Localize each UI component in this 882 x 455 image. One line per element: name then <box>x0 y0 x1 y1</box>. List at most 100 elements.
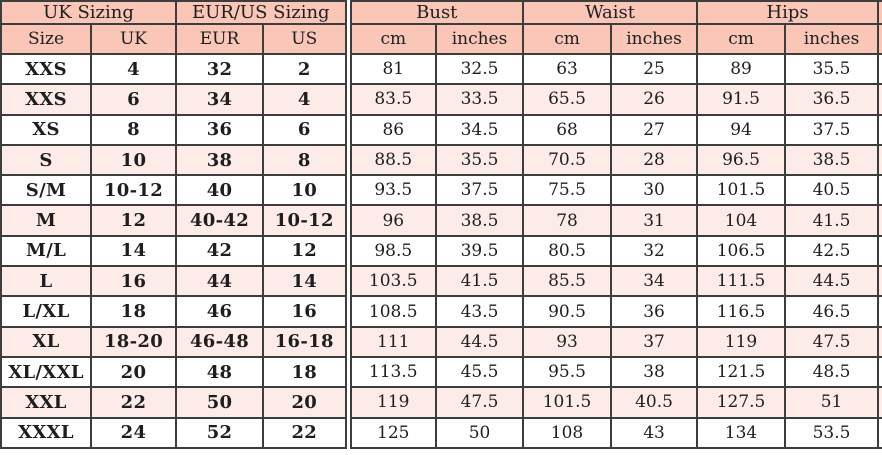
measurement-cell: 40.5 <box>784 174 880 207</box>
sub-header-cell: US <box>262 23 350 55</box>
measurement-cell: 38.5 <box>784 143 880 177</box>
measurement-cell: 93.5 <box>344 174 438 207</box>
measurement-cell: 38 <box>610 355 699 389</box>
measurement-cell: 36.5 <box>784 83 880 116</box>
column-group-header: Hips <box>696 0 880 25</box>
measurement-cell: 35.5 <box>784 52 880 86</box>
size-cell: 18 <box>89 295 178 328</box>
column-group-header: EUR/US Sizing <box>175 0 350 25</box>
measurement-cell: 101.5 <box>696 174 787 207</box>
measurement-cell: 116.5 <box>696 295 787 328</box>
measurement-cell: 45.5 <box>435 355 525 389</box>
size-cell: 52 <box>175 416 265 450</box>
measurement-cell: 38.5 <box>435 204 525 237</box>
size-cell: 14 <box>262 265 350 298</box>
table-row: XXXL 24 52 22 125 50 108 43 134 53.5 <box>0 416 882 450</box>
measurement-cell: 101.5 <box>522 386 613 419</box>
size-cell: M/L <box>0 234 92 268</box>
ghost-column-cell <box>877 265 882 298</box>
measurement-cell: 26 <box>610 83 699 116</box>
measurement-cell: 34 <box>610 265 699 298</box>
measurement-cell: 63 <box>522 52 613 86</box>
size-cell: XXS <box>0 52 92 86</box>
measurement-cell: 33.5 <box>435 83 525 116</box>
table-header: UK Sizing EUR/US Sizing Bust Waist Hips Size… <box>0 0 882 55</box>
ghost-column-cell <box>877 355 882 389</box>
measurement-cell: 27 <box>610 113 699 146</box>
size-cell: M <box>0 204 92 237</box>
size-cell: 36 <box>175 113 265 146</box>
size-cell: 22 <box>89 386 178 419</box>
size-cell: 8 <box>89 113 178 146</box>
ghost-column-cell <box>877 204 882 237</box>
measurement-cell: 94 <box>696 113 787 146</box>
size-cell: 4 <box>89 52 178 86</box>
measurement-cell: 50 <box>435 416 525 450</box>
ghost-column-cell <box>877 143 882 177</box>
column-group-row: UK Sizing EUR/US Sizing Bust Waist Hips <box>0 0 882 25</box>
table-body: XXS 4 32 2 81 32.5 63 25 89 35.5 XXS 6 34 4 83.5 33.5 65… <box>0 52 882 450</box>
size-cell: 10 <box>262 174 350 207</box>
size-cell: 40 <box>175 174 265 207</box>
measurement-cell: 41.5 <box>784 204 880 237</box>
measurement-cell: 108.5 <box>344 295 438 328</box>
size-cell: 8 <box>262 143 350 177</box>
measurement-cell: 46.5 <box>784 295 880 328</box>
size-cell: 38 <box>175 143 265 177</box>
measurement-cell: 96 <box>344 204 438 237</box>
ghost-column-cell <box>877 0 882 25</box>
measurement-cell: 93 <box>522 325 613 358</box>
table-row: L 16 44 14 103.5 41.5 85.5 34 111.5 44.5 <box>0 265 882 298</box>
size-cell: 6 <box>262 113 350 146</box>
measurement-cell: 103.5 <box>344 265 438 298</box>
measurement-cell: 53.5 <box>784 416 880 450</box>
size-cell: 4 <box>262 83 350 116</box>
measurement-cell: 70.5 <box>522 143 613 177</box>
measurement-cell: 30 <box>610 174 699 207</box>
measurement-cell: 81 <box>344 52 438 86</box>
measurement-cell: 51 <box>784 386 880 419</box>
measurement-cell: 85.5 <box>522 265 613 298</box>
ghost-column-cell <box>877 52 882 86</box>
measurement-cell: 68 <box>522 113 613 146</box>
size-cell: XL/XXL <box>0 355 92 389</box>
measurement-cell: 121.5 <box>696 355 787 389</box>
sub-header-cell: inches <box>435 23 525 55</box>
size-cell: 46-48 <box>175 325 265 358</box>
sub-header-cell: UK <box>89 23 178 55</box>
measurement-cell: 37.5 <box>435 174 525 207</box>
size-cell: 16 <box>89 265 178 298</box>
measurement-cell: 42.5 <box>784 234 880 268</box>
measurement-cell: 111.5 <box>696 265 787 298</box>
size-cell: 10 <box>89 143 178 177</box>
size-cell: 34 <box>175 83 265 116</box>
measurement-cell: 37.5 <box>784 113 880 146</box>
size-cell: 40-42 <box>175 204 265 237</box>
ghost-column-cell <box>877 113 882 146</box>
measurement-cell: 48.5 <box>784 355 880 389</box>
ghost-column-cell <box>877 295 882 328</box>
size-cell: 2 <box>262 52 350 86</box>
size-cell: 46 <box>175 295 265 328</box>
measurement-cell: 39.5 <box>435 234 525 268</box>
measurement-cell: 89 <box>696 52 787 86</box>
measurement-cell: 34.5 <box>435 113 525 146</box>
measurement-cell: 119 <box>696 325 787 358</box>
size-cell: 42 <box>175 234 265 268</box>
sub-header-row: Size UK EUR US cm inches cm inches cm inches <box>0 23 882 55</box>
measurement-cell: 134 <box>696 416 787 450</box>
size-cell: 50 <box>175 386 265 419</box>
size-cell: 18 <box>262 355 350 389</box>
measurement-cell: 75.5 <box>522 174 613 207</box>
size-cell: 24 <box>89 416 178 450</box>
measurement-cell: 80.5 <box>522 234 613 268</box>
measurement-cell: 47.5 <box>784 325 880 358</box>
measurement-cell: 40.5 <box>610 386 699 419</box>
table-row: XL 18-20 46-48 16-18 111 44.5 93 37 119 47.5 <box>0 325 882 358</box>
table-row: XXL 22 50 20 119 47.5 101.5 40.5 127.5 51 <box>0 386 882 419</box>
measurement-cell: 35.5 <box>435 143 525 177</box>
measurement-cell: 86 <box>344 113 438 146</box>
measurement-cell: 31 <box>610 204 699 237</box>
measurement-cell: 32.5 <box>435 52 525 86</box>
